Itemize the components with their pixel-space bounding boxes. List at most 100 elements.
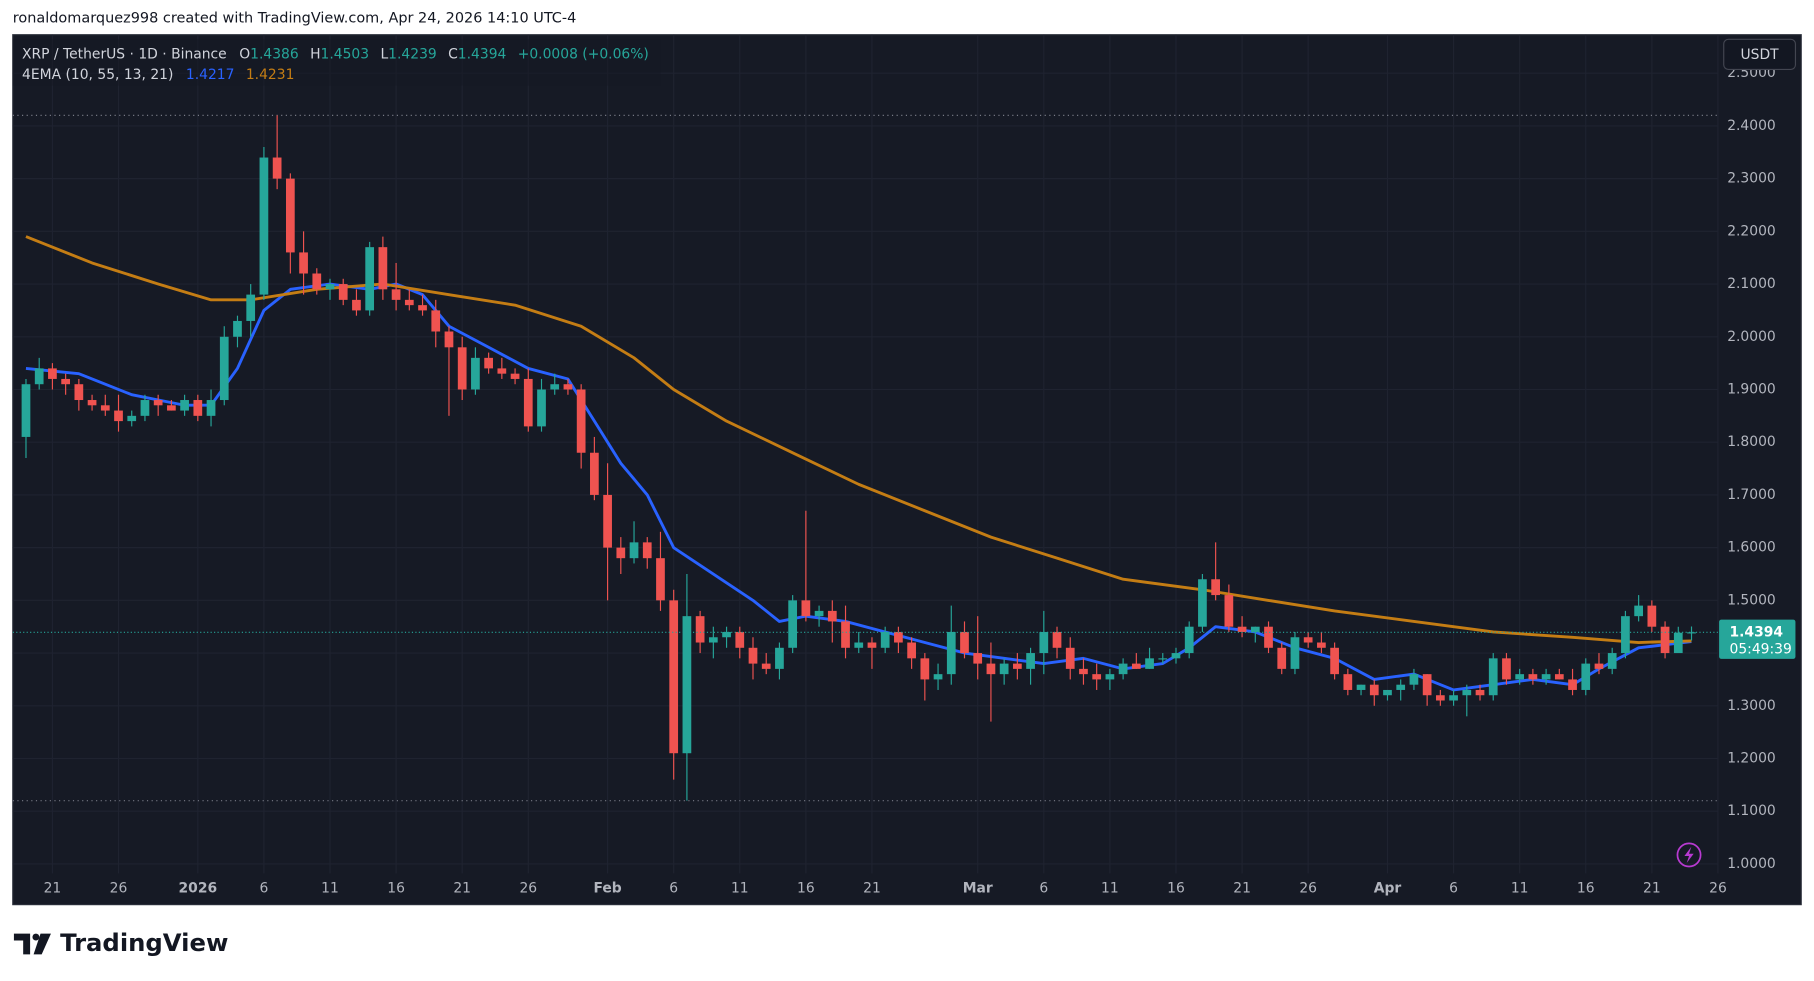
candle-body bbox=[140, 400, 150, 416]
logo-dot bbox=[32, 933, 40, 941]
candle-body bbox=[1317, 642, 1326, 648]
ohlc-label: H bbox=[310, 46, 320, 62]
y-tick-label: 1.5000 bbox=[1727, 592, 1776, 608]
candle-body bbox=[100, 405, 110, 411]
candle-body bbox=[285, 178, 295, 253]
candle-body bbox=[1171, 653, 1181, 659]
x-tick-label: 16 bbox=[1167, 880, 1185, 896]
candle-body bbox=[1554, 674, 1564, 680]
snapshot-caption: ronaldomarquez998 created with TradingVi… bbox=[13, 11, 577, 27]
y-tick-label: 2.4000 bbox=[1727, 118, 1776, 134]
ohlc-value: 1.4386 bbox=[250, 46, 299, 62]
legend: XRP / TetherUS · 1D · Binance O1.4386 H1… bbox=[22, 46, 649, 62]
candle-body bbox=[1277, 647, 1287, 669]
candle-body bbox=[814, 610, 824, 617]
candle-body bbox=[325, 284, 335, 290]
candle-body bbox=[563, 384, 573, 390]
y-tick-label: 1.2000 bbox=[1727, 750, 1776, 766]
candle-body bbox=[1250, 626, 1260, 632]
alert-bolt[interactable] bbox=[1684, 846, 1694, 864]
candle-body bbox=[1079, 668, 1088, 675]
candle-body bbox=[1435, 695, 1445, 701]
candle-body bbox=[1409, 674, 1419, 685]
candle-body bbox=[1013, 663, 1022, 669]
currency-label[interactable]: USDT bbox=[1741, 47, 1780, 63]
x-tick-label: 26 bbox=[519, 880, 537, 896]
candle-body bbox=[1607, 653, 1617, 669]
candle-body bbox=[920, 658, 930, 680]
candle-body bbox=[1660, 626, 1670, 654]
candle-body bbox=[999, 663, 1009, 675]
candle-body bbox=[352, 299, 361, 311]
candle-body bbox=[907, 642, 916, 659]
currency-button[interactable] bbox=[1723, 38, 1797, 70]
candle-body bbox=[1343, 674, 1353, 690]
x-tick-label: 21 bbox=[863, 880, 881, 896]
candle-body bbox=[1673, 632, 1683, 654]
candle-body bbox=[1369, 684, 1379, 696]
x-tick-label: 11 bbox=[321, 880, 339, 896]
ohlc-value: 1.4503 bbox=[321, 46, 370, 62]
x-tick-label: 26 bbox=[1709, 880, 1727, 896]
candle-body bbox=[1594, 663, 1604, 669]
candle-body bbox=[1026, 653, 1035, 669]
candle-body bbox=[219, 336, 229, 401]
y-tick-label: 1.9000 bbox=[1727, 381, 1776, 397]
candle-body bbox=[48, 368, 57, 379]
candle-body bbox=[1396, 684, 1406, 690]
candle-body bbox=[1065, 647, 1075, 669]
chart-panel bbox=[12, 34, 1802, 906]
y-tick-label: 2.0000 bbox=[1727, 329, 1776, 345]
candle-body bbox=[391, 289, 401, 300]
alert-icon[interactable] bbox=[1676, 842, 1702, 868]
grid bbox=[12, 34, 1719, 874]
indicator-name: 4EMA (10, 55, 13, 21) bbox=[22, 67, 173, 83]
candle-body bbox=[1621, 616, 1630, 654]
brand-logo: TradingView bbox=[13, 928, 228, 957]
axes: 1.00001.10001.20001.30001.40001.50001.60… bbox=[44, 65, 1796, 896]
candle-body bbox=[259, 157, 269, 295]
last-price-box bbox=[1719, 619, 1796, 659]
candle-body bbox=[233, 320, 242, 337]
candle-body bbox=[418, 305, 427, 311]
candle-body bbox=[338, 284, 348, 300]
candle-body bbox=[1568, 679, 1577, 690]
candle-body bbox=[576, 389, 586, 453]
candle-body bbox=[1158, 658, 1168, 660]
candle-body bbox=[431, 310, 441, 332]
last-price-label: 1.4394 bbox=[1730, 624, 1784, 640]
candle-body bbox=[471, 357, 480, 390]
x-tick-label: 21 bbox=[44, 880, 62, 896]
x-tick-label: 26 bbox=[110, 880, 128, 896]
candle-body bbox=[1105, 674, 1115, 680]
candle-body bbox=[946, 631, 956, 675]
candle-body bbox=[299, 252, 308, 274]
candle-body bbox=[748, 647, 758, 664]
x-tick-label: 16 bbox=[387, 880, 405, 896]
y-tick-label: 1.6000 bbox=[1727, 540, 1776, 556]
candle-body bbox=[775, 647, 784, 669]
x-tick-label: 6 bbox=[1039, 880, 1048, 896]
candle-body bbox=[682, 616, 692, 754]
alert-ring[interactable] bbox=[1676, 842, 1702, 868]
logo-mark bbox=[33, 933, 51, 955]
candle-body bbox=[735, 631, 745, 648]
candle-body bbox=[246, 294, 256, 321]
candle-body bbox=[127, 415, 137, 422]
x-tick-label: Apr bbox=[1374, 880, 1402, 896]
countdown: 05:49:39 bbox=[1730, 642, 1792, 658]
candle-body bbox=[1131, 663, 1141, 669]
x-tick-label: 26 bbox=[1299, 880, 1317, 896]
x-tick-label: 2026 bbox=[179, 880, 218, 896]
x-tick-label: Mar bbox=[963, 880, 993, 896]
x-tick-label: 6 bbox=[259, 880, 268, 896]
candle-body bbox=[1264, 626, 1273, 648]
candle-body bbox=[1528, 674, 1538, 680]
x-tick-label: 11 bbox=[731, 880, 749, 896]
ohlc-label: L bbox=[380, 46, 388, 62]
candle-body bbox=[1330, 647, 1339, 675]
x-tick-label: 6 bbox=[1449, 880, 1458, 896]
candle-body bbox=[1383, 689, 1392, 696]
candle-body bbox=[312, 273, 322, 290]
